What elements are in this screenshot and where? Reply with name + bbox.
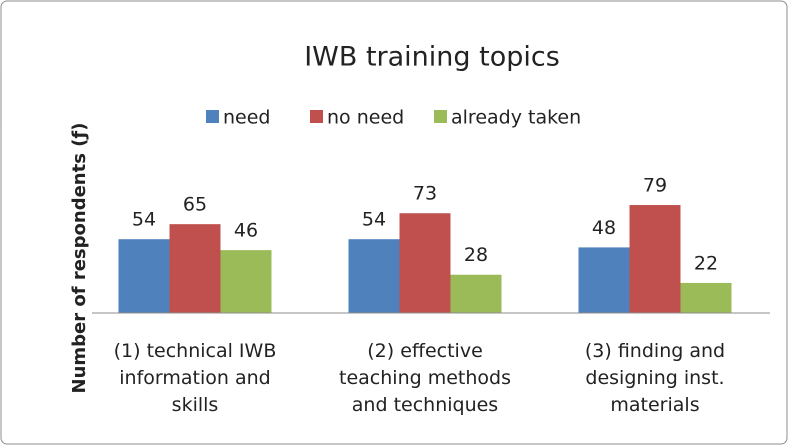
data-label: 54 xyxy=(132,209,156,231)
bar xyxy=(169,224,221,313)
data-label: 79 xyxy=(643,175,667,197)
bar xyxy=(220,250,272,313)
data-label: 28 xyxy=(464,244,488,266)
x-tick-label: (2) effective teaching methods and techn… xyxy=(339,340,511,416)
y-axis-label: Number of respondents (ƒ) xyxy=(69,123,90,394)
data-label: 54 xyxy=(362,209,386,231)
bar xyxy=(118,239,170,313)
x-tick-label: (1) technical IWB information and skills xyxy=(113,340,277,416)
bar xyxy=(399,213,451,313)
legend-label: already taken xyxy=(451,107,581,129)
data-label: 48 xyxy=(592,217,616,239)
x-tick-label: (3) finding and designing inst. material… xyxy=(584,340,726,416)
data-label: 65 xyxy=(183,194,207,216)
data-label: 73 xyxy=(413,183,437,205)
legend-label: need xyxy=(223,107,270,129)
bar xyxy=(348,239,400,313)
legend-swatch xyxy=(206,110,219,123)
bar xyxy=(450,274,502,313)
bar xyxy=(578,247,630,313)
data-label: 46 xyxy=(234,220,258,242)
data-label: 22 xyxy=(694,252,718,274)
bar xyxy=(680,282,732,313)
chart-title: IWB training topics xyxy=(304,42,560,73)
legend-swatch xyxy=(310,110,323,123)
legend-label: no need xyxy=(327,107,404,129)
bar xyxy=(629,205,681,313)
legend-swatch xyxy=(434,110,447,123)
